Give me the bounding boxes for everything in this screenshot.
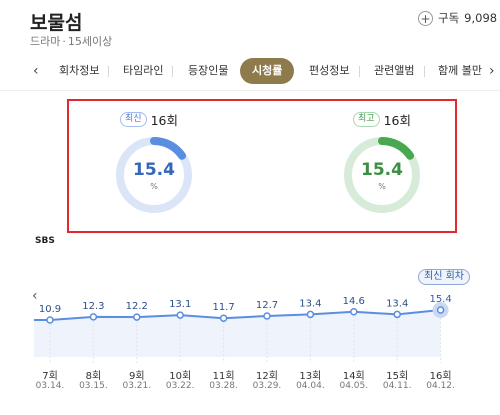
x-axis-episode-label: 10회 (169, 371, 192, 382)
chart-value-label: 11.7 (212, 302, 234, 313)
chart-value-label: 13.4 (386, 298, 408, 309)
x-axis-date-label: 03.21. (122, 381, 152, 391)
x-axis-episode-label: 8회 (85, 371, 102, 382)
x-axis-episode-label: 15회 (386, 371, 409, 382)
latest-rating-value: 15.4 (133, 160, 175, 180)
chart-value-label: 15.4 (429, 294, 451, 305)
genre-label: 드라마 (30, 35, 61, 48)
ring-progress (344, 137, 420, 213)
subscribe-label: 구독 (438, 11, 460, 25)
x-axis-date-label: 04.05. (339, 381, 369, 391)
divider (0, 90, 500, 91)
tab-divider (172, 66, 173, 77)
chart-value-label: 13.1 (169, 299, 191, 310)
subscribe-button[interactable]: + 구독 9,098 (418, 10, 497, 26)
program-title: 보물섬 (30, 12, 83, 34)
latest-episode: 16회 (150, 113, 178, 128)
x-axis-episode-label: 7회 (42, 371, 58, 382)
highest-episode: 16회 (383, 113, 411, 128)
latest-rating-ring (116, 137, 192, 213)
tab-schedule[interactable]: 편성정보 (309, 64, 350, 77)
subscribe-count: 9,098 (464, 11, 498, 25)
tab-albums[interactable]: 관련앨범 (374, 64, 415, 77)
chevron-right-icon[interactable]: › (486, 63, 495, 79)
chart-value-label: 13.4 (299, 298, 321, 309)
chart-point[interactable] (263, 312, 271, 320)
chart-area (34, 309, 441, 357)
latest-episode-badge: 최신 회차 (418, 269, 470, 285)
chevron-left-icon[interactable]: ‹ (33, 63, 39, 79)
chevron-left-icon[interactable]: ‹ (32, 288, 38, 304)
chart-value-label: 14.6 (343, 296, 365, 307)
latest-tag: 최신 (120, 112, 147, 127)
x-axis-episode-label: 12회 (256, 371, 278, 382)
x-axis-date-label: 04.04. (296, 381, 325, 391)
chart-point[interactable] (393, 310, 401, 319)
x-axis-date-label: 03.29. (252, 381, 282, 391)
highest-rating-unit: % (378, 182, 386, 191)
highest-rating-header: 최고 16회 (353, 110, 411, 129)
tab-episode-info[interactable]: 회차정보 (59, 64, 100, 77)
chart-point[interactable] (306, 310, 315, 319)
chart-value-label: 12.2 (126, 301, 148, 312)
x-axis-episode-label: 9회 (129, 371, 145, 382)
highest-rating-ring (344, 137, 420, 213)
chart-point[interactable] (46, 316, 54, 324)
plus-icon: + (418, 10, 433, 26)
chart-point[interactable] (436, 306, 445, 314)
x-axis-date-label: 04.11. (382, 381, 412, 391)
broadcaster-label: SBS (35, 236, 55, 246)
latest-rating-header: 최신 16회 (120, 110, 178, 129)
tab-ratings[interactable]: 시청률 (240, 58, 295, 84)
x-axis-date-label: 04.12. (426, 381, 455, 391)
tab-characters[interactable]: 등장인물 (188, 64, 229, 77)
tab-bar: ‹ 회차정보 타임라인 등장인물 시청률 편성정보 관련앨범 함께 볼만 › (0, 54, 500, 88)
tab-recommended[interactable]: 함께 볼만 (438, 64, 482, 77)
tab-timeline[interactable]: 타임라인 (123, 64, 164, 77)
ratings-summary-box (67, 99, 457, 233)
x-axis-episode-label: 16회 (429, 371, 452, 382)
tab-divider (424, 66, 425, 77)
ring-progress (116, 137, 192, 213)
highest-tag: 최고 (353, 112, 380, 127)
x-axis-date-label: 03.28. (209, 381, 238, 391)
ratings-line-chart: 10.9 12.3 12.2 13.1 11.7 12.7 13.4 14.6 13.4 15.4 (34, 294, 452, 363)
highest-rating-value: 15.4 (361, 160, 403, 180)
x-axis-date-label: 03.14. (35, 381, 65, 391)
chart-value-label: 12.7 (256, 300, 278, 311)
chart-point[interactable] (133, 313, 141, 321)
tab-divider (359, 66, 360, 77)
chart-point[interactable] (176, 311, 184, 319)
latest-rating-unit: % (150, 182, 158, 191)
chart-point[interactable] (219, 314, 228, 322)
tab-divider (108, 66, 109, 77)
chart-value-label: 10.9 (39, 304, 61, 315)
program-meta: 드라마 · 15세이상 (30, 35, 113, 48)
age-rating-label: 15세이상 (67, 35, 113, 48)
x-axis-episode-label: 11회 (212, 371, 235, 382)
x-axis-date-label: 03.15. (79, 381, 108, 391)
x-axis-episode-label: 14회 (342, 371, 365, 382)
chart-point[interactable] (350, 308, 358, 316)
x-axis-episode-label: 13회 (299, 371, 322, 382)
chart-point[interactable] (89, 313, 98, 321)
x-axis-date-label: 03.22. (165, 381, 195, 391)
chart-value-label: 12.3 (82, 301, 104, 312)
